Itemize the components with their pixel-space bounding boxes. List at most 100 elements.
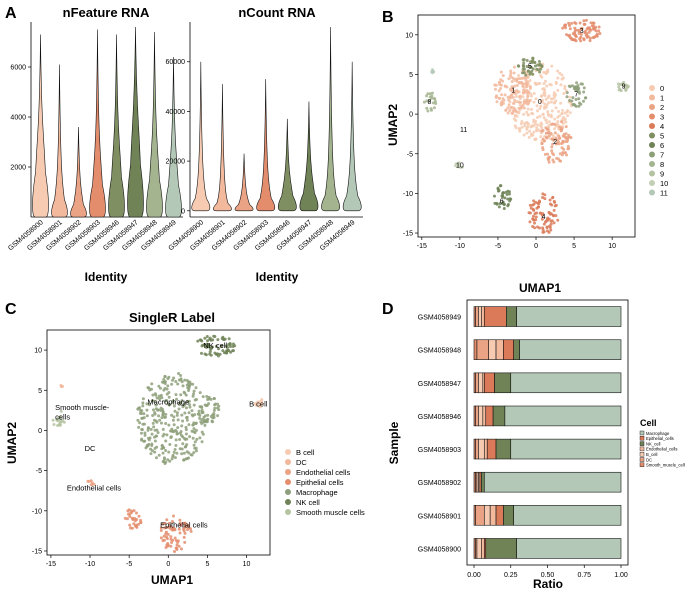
- cluster-1-point: [498, 83, 502, 87]
- cluster-3-point: [591, 21, 595, 25]
- macrophage-point: [179, 430, 183, 434]
- macrophage-point: [164, 421, 168, 425]
- epithelial-point: [170, 519, 174, 523]
- cluster-0-point: [542, 93, 546, 97]
- smooth-muscle-point: [51, 418, 55, 422]
- macrophage-point: [174, 393, 178, 397]
- legend-swatch: [649, 132, 655, 139]
- cluster-3-point: [598, 32, 602, 36]
- epithelial-point: [133, 519, 137, 523]
- nk-cell-point: [216, 352, 220, 356]
- epithelial-point: [163, 521, 167, 525]
- y-tick-label: 20000: [166, 159, 186, 166]
- macrophage-point: [195, 437, 199, 441]
- cluster-0-point: [546, 110, 550, 114]
- cluster-1-point: [510, 79, 514, 83]
- violin-GSM4058949: [165, 56, 182, 218]
- macrophage-point: [174, 443, 178, 447]
- cluster-5-point: [526, 69, 530, 73]
- y-tick-label: -10: [32, 508, 42, 515]
- cluster-1-point: [525, 98, 529, 102]
- cluster-0-point: [559, 83, 563, 87]
- nk-cell-point: [214, 344, 218, 348]
- cluster-6-point: [501, 200, 505, 204]
- cluster-1-point: [493, 87, 497, 91]
- legend-label: Macrophage: [296, 488, 338, 497]
- cluster-0-point: [541, 112, 545, 116]
- cluster-5-point: [531, 72, 535, 76]
- cluster-8-point: [427, 99, 431, 103]
- cluster-0-point: [541, 87, 545, 91]
- cluster-8-point: [422, 100, 426, 104]
- cluster-5-point: [521, 67, 525, 71]
- cluster-1-point: [518, 95, 522, 99]
- cluster-8-point: [425, 94, 429, 98]
- cluster-0-point: [539, 104, 543, 108]
- cluster-4-point: [543, 197, 547, 201]
- cluster-label: 4: [542, 214, 546, 221]
- macrophage-point: [153, 439, 157, 443]
- cluster-7-point: [582, 90, 586, 94]
- x-tick-label: 10: [608, 243, 616, 250]
- legend-swatch: [639, 430, 645, 436]
- macrophage-point: [191, 436, 195, 440]
- nk-cell-point: [212, 334, 216, 338]
- cluster-7-point: [580, 82, 584, 86]
- smooth-muscle-point: [58, 415, 62, 419]
- macrophage-point: [165, 392, 169, 396]
- x-tick-label: 5: [572, 243, 576, 250]
- cluster-0-point: [535, 104, 539, 108]
- cluster-5-point: [540, 65, 544, 69]
- cluster-2-point: [549, 131, 553, 135]
- bar-segment-Macrophage: [483, 471, 622, 493]
- cluster-0-point: [514, 126, 518, 130]
- smooth-muscle-point: [60, 419, 64, 423]
- nk-cell-point: [217, 347, 221, 351]
- plot-frame: [417, 14, 636, 238]
- cluster-4-point: [552, 208, 556, 212]
- cluster-0-point: [520, 125, 524, 129]
- x-tick-label: -15: [417, 243, 427, 250]
- cluster-2-point: [560, 146, 564, 150]
- macrophage-point: [154, 456, 158, 460]
- macrophage-point: [211, 420, 215, 424]
- macrophage-point: [209, 415, 213, 419]
- cell-type-label: DC: [85, 444, 96, 453]
- macrophage-point: [183, 391, 187, 395]
- legend-label: 3: [660, 113, 664, 122]
- cluster-1-point: [522, 90, 526, 94]
- y-tick-label: 0: [181, 208, 185, 215]
- legend-label: B_cell: [646, 452, 657, 457]
- macrophage-point: [172, 376, 176, 380]
- y-tick-label: GSM4058947: [418, 381, 461, 388]
- cluster-0-point: [535, 109, 539, 113]
- macrophage-point: [175, 430, 179, 434]
- macrophage-point: [178, 401, 182, 405]
- cluster-6-point: [504, 190, 508, 194]
- macrophage-point: [185, 383, 189, 387]
- bar-segment-Epithelial_cells: [503, 339, 514, 360]
- macrophage-point: [207, 397, 211, 401]
- cluster-3-point: [568, 27, 572, 31]
- legend-swatch: [639, 436, 645, 441]
- macrophage-point: [192, 427, 196, 431]
- cluster-3-point: [574, 35, 578, 39]
- cluster-1-point: [506, 106, 510, 110]
- epithelial-point: [176, 539, 180, 543]
- macrophage-point: [164, 439, 168, 443]
- cluster-3-point: [579, 27, 583, 31]
- macrophage-point: [148, 388, 152, 392]
- cluster-9-point: [617, 85, 621, 89]
- bar-segment-Endothelial_cells: [482, 405, 487, 427]
- cluster-2-point: [551, 137, 555, 141]
- cluster-3-point: [584, 33, 588, 37]
- legend-swatch: [639, 462, 645, 467]
- macrophage-point: [168, 459, 172, 463]
- y-tick-label: 10: [405, 32, 413, 39]
- cluster-7-point: [574, 104, 578, 108]
- legend-label: Epithelial cells: [296, 478, 344, 487]
- bar-segment-Macrophage: [516, 538, 622, 559]
- macrophage-point: [140, 428, 144, 432]
- cluster-7-point: [583, 96, 587, 100]
- x-tick-label: 1.00: [614, 572, 628, 579]
